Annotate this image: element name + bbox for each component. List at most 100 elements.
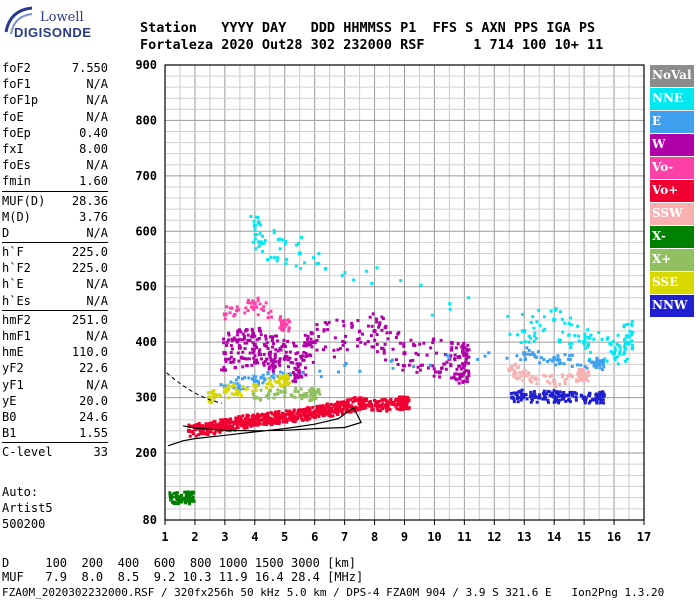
trace-pixel [265,344,269,348]
trace-pixel [336,348,340,352]
trace-pixel [307,413,311,417]
trace-pixel [346,398,350,402]
logo-arc-icon [4,6,33,35]
trace-pixel [257,422,261,426]
trace-pixel [383,403,387,407]
trace-pixel [568,390,572,394]
trace-pixel [191,432,195,436]
trace-pixel [365,399,369,403]
auto-scaling-info: Auto: Artist5 500200 [2,484,53,532]
trace-pixel [553,381,557,385]
trace-pixel [222,337,226,341]
trace-pixel [301,354,305,358]
trace-pixel [600,337,604,341]
trace-pixel [277,359,281,363]
trace-pixel [287,382,291,386]
trace-pixel [624,346,628,350]
trace-pixel [531,315,535,319]
trace-pixel [542,357,546,361]
trace-pixel [224,422,228,426]
trace-pixel [458,377,462,381]
trace-pixel [257,337,261,341]
x-tick-label: 12 [487,530,501,544]
trace-pixel [288,372,292,376]
trace-pixel [251,392,255,396]
param-row: foE N/A [2,109,108,125]
data-point [252,301,257,306]
trace-pixel [216,423,220,427]
trace-pixel [269,350,273,354]
trace-pixel [307,408,311,412]
trace-pixel [251,341,255,345]
trace-pixel [370,402,374,406]
trace-pixel [432,367,436,371]
trace-pixel [631,344,635,348]
trace-pixel [599,392,603,396]
trace-pixel [338,347,342,351]
trace-pixel [229,424,233,428]
trace-pixel [599,399,603,403]
x-tick-label: 14 [547,530,561,544]
trace-pixel [192,425,196,429]
data-point [402,351,407,356]
trace-pixel [574,379,578,383]
trace-pixel [282,415,286,419]
trace-pixel [260,234,264,238]
trace-pixel [386,404,390,408]
trace-pixel [345,403,349,407]
trace-pixel [273,356,277,360]
trace-pixel [597,393,601,397]
legend-item: X+ [650,249,694,271]
trace-pixel [583,364,587,368]
trace-pixel [279,321,283,325]
trace-pixel [258,418,262,422]
trace-pixel [580,378,584,382]
trace-pixel [580,394,584,398]
trace-pixel [246,298,250,302]
trace-pixel [592,398,596,402]
trace-pixel [277,417,281,421]
trace-pixel [380,346,384,350]
param-row: yF2 22.6 [2,360,108,376]
trace-pixel [391,347,395,351]
trace-pixel [270,419,274,423]
trace-pixel [389,398,393,402]
trace-pixel [401,368,405,372]
trace-pixel [294,264,298,268]
trace-pixel [241,385,245,389]
trace-pixel [199,432,203,436]
trace-pixel [369,334,373,338]
trace-pixel [599,359,603,363]
trace-pixel [402,403,406,407]
trace-pixel [396,362,400,366]
trace-pixel [362,401,366,405]
profile-curve [167,406,362,447]
trace-pixel [311,360,315,364]
trace-pixel [586,379,590,383]
trace-pixel [236,351,240,355]
trace-pixel [324,345,328,349]
trace-pixel [221,424,225,428]
trace-pixel [281,412,285,416]
trace-pixel [532,393,536,397]
trace-pixel [336,400,340,404]
trace-pixel [262,417,266,421]
trace-pixel [280,414,284,418]
trace-pixel [602,392,606,396]
trace-pixel [419,363,423,367]
trace-pixel [256,296,260,300]
trace-pixel [306,406,310,410]
muf-table: D 100 200 400 600 800 1000 1500 3000 [km… [2,556,363,584]
trace-pixel [243,347,247,351]
trace-pixel [350,405,354,409]
trace-pixel [577,374,581,378]
trace-pixel [287,377,291,381]
trace-pixel [235,420,239,424]
trace-pixel [168,491,172,495]
trace-pixel [254,379,258,383]
trace-pixel [587,343,591,347]
trace-pixel [576,363,580,367]
trace-pixel [309,337,313,341]
trace-pixel [283,242,287,246]
trace-pixel [315,404,319,408]
